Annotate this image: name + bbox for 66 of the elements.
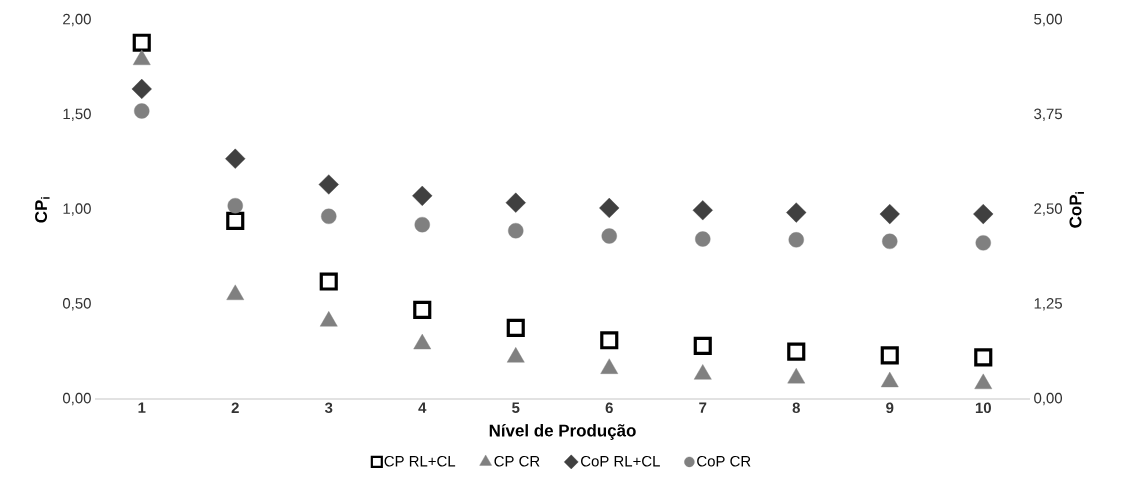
y2-tick-label: 5,00 (1034, 13, 1063, 27)
point (880, 346, 899, 365)
point (413, 333, 432, 350)
point (787, 367, 806, 384)
y-axis-title: CP$_{i}$ (35, 197, 50, 223)
point (695, 231, 711, 247)
point (599, 197, 620, 219)
point (693, 364, 712, 380)
x-tick-label: 1 (138, 402, 146, 413)
point (974, 373, 993, 390)
legend-label: CP RL+CL (384, 455, 456, 467)
x-axis-title: Nível de Produção (489, 423, 636, 440)
x-tick-label: 2 (231, 402, 239, 413)
x-tick-label: 7 (699, 402, 707, 413)
point (508, 223, 524, 239)
x-tick-label: 4 (418, 402, 427, 413)
y-tick-label: 2,00 (63, 13, 91, 27)
x-tick-label: 3 (324, 402, 333, 414)
point (318, 174, 339, 195)
point (788, 232, 804, 248)
y2-tick-label: 2,50 (1034, 203, 1063, 216)
y-tick-label: 0,50 (62, 298, 91, 311)
point (132, 33, 151, 52)
point (975, 235, 991, 251)
point (973, 203, 994, 225)
point (692, 200, 713, 221)
point (321, 208, 337, 224)
legend-label: CP CR (494, 455, 540, 467)
legend-label: CoP CR (697, 455, 751, 467)
point (974, 348, 993, 367)
y2-tick-label: 0,00 (1034, 392, 1063, 406)
point (693, 336, 712, 356)
point (600, 331, 619, 350)
point (319, 272, 338, 291)
point (882, 233, 898, 250)
point (506, 318, 525, 338)
point (131, 78, 152, 100)
point (787, 342, 806, 361)
point (506, 347, 525, 363)
legend-label: CoP RL+CL (581, 455, 660, 467)
y-tick-label: 0,00 (62, 392, 91, 406)
y-tick-label: 1,00 (63, 203, 91, 216)
x-tick-label: 6 (605, 402, 613, 414)
point (600, 358, 619, 374)
y-tick-label: 1,50 (63, 108, 91, 121)
point (505, 192, 526, 213)
point (786, 202, 807, 223)
y2-tick-label: 3,75 (1034, 108, 1062, 121)
x-tick-label: 9 (886, 402, 894, 414)
point (412, 185, 433, 206)
x-tick-label: 5 (512, 402, 520, 413)
point (880, 371, 899, 388)
point (601, 228, 617, 244)
point (225, 148, 246, 169)
y2-axis-title: CoP$_{i}$ (1069, 192, 1084, 228)
point (319, 311, 338, 327)
point (413, 300, 432, 320)
point (879, 203, 900, 225)
point (134, 103, 150, 119)
x-tick-label: 10 (975, 402, 991, 414)
point (414, 216, 430, 233)
point (226, 284, 245, 300)
x-tick-label: 8 (792, 402, 800, 414)
y2-tick-label: 1,25 (1034, 298, 1062, 311)
point (227, 198, 243, 214)
point (226, 211, 245, 230)
